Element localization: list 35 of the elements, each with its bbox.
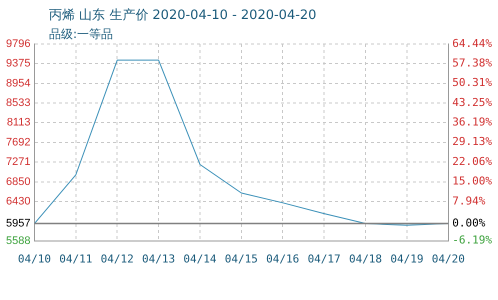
y2-tick-label: 36.19% xyxy=(452,116,492,129)
y2-tick-label: -6.19% xyxy=(452,234,492,247)
x-tick-label: 04/11 xyxy=(59,252,92,266)
x-tick-label: 04/19 xyxy=(390,252,424,266)
x-tick-label: 04/15 xyxy=(224,252,258,266)
y-tick-label: 7692 xyxy=(6,136,30,148)
chart-subtitle: 品级:一等品 xyxy=(49,26,114,43)
y2-tick-label: 50.31% xyxy=(452,76,492,90)
y2-tick-label: 7.94% xyxy=(452,194,486,208)
y2-tick-label: 57.38% xyxy=(452,56,492,70)
y-tick-label: 5588 xyxy=(6,234,30,247)
y2-tick-label: 29.13% xyxy=(452,135,492,148)
y2-tick-label: 22.06% xyxy=(452,154,492,168)
y2-tick-label: 0.00% xyxy=(452,216,486,230)
y-tick-label: 6430 xyxy=(6,195,30,208)
y2-tick-label: 15.00% xyxy=(452,174,492,188)
y-tick-label: 8954 xyxy=(6,77,30,90)
y-tick-label: 9375 xyxy=(6,58,30,70)
y-tick-label: 9796 xyxy=(6,38,30,50)
y-tick-label: 7271 xyxy=(6,156,30,168)
x-tick-label: 04/14 xyxy=(183,252,217,266)
x-tick-label: 04/20 xyxy=(432,252,465,266)
x-tick-label: 04/12 xyxy=(100,252,134,266)
x-tick-label: 04/18 xyxy=(348,252,382,266)
y2-tick-label: 64.44% xyxy=(452,36,492,50)
y-tick-label: 8113 xyxy=(6,116,30,129)
x-tick-label: 04/17 xyxy=(308,252,341,266)
y2-tick-label: 43.25% xyxy=(452,96,492,109)
chart-title: 丙烯 山东 生产价 2020-04-10 - 2020-04-20 xyxy=(49,7,316,24)
x-tick-label: 04/16 xyxy=(266,252,300,266)
x-tick-label: 04/10 xyxy=(18,252,52,266)
y-tick-label: 5957 xyxy=(6,218,30,230)
y-tick-label: 8533 xyxy=(6,97,30,110)
x-tick-label: 04/13 xyxy=(142,252,176,266)
y-tick-label: 6850 xyxy=(6,176,30,188)
